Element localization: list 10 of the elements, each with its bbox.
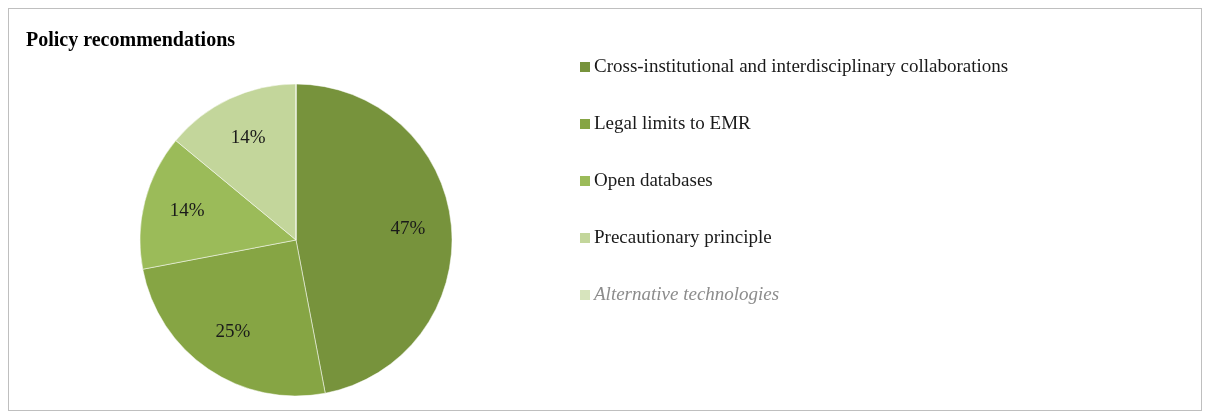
- legend-label: Legal limits to EMR: [594, 112, 752, 134]
- legend-label: Cross-institutional and interdisciplinary collaborations: [594, 55, 1009, 77]
- legend-label: Alternative technologies: [592, 283, 780, 305]
- data-label: 25%: [215, 320, 251, 342]
- legend-label: Precautionary principle: [594, 226, 772, 248]
- data-label: 14%: [230, 125, 266, 147]
- chart-title: Policy recommendations: [26, 28, 236, 51]
- data-label: 14%: [169, 199, 205, 221]
- data-label: 47%: [390, 216, 426, 238]
- legend-label: Open databases: [594, 169, 713, 191]
